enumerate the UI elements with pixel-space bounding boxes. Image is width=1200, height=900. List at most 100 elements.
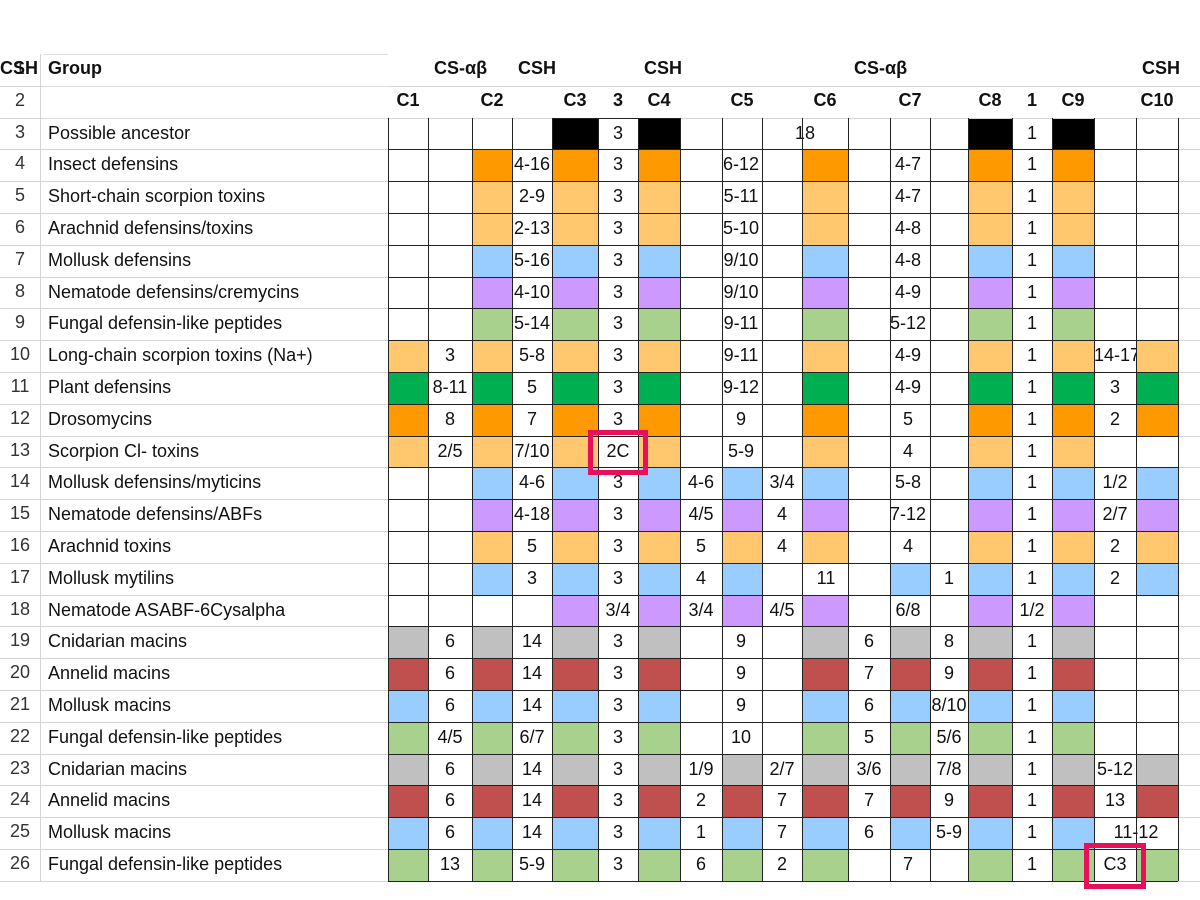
spacing-value[interactable]: 4/5 [688, 504, 714, 525]
spacing-value[interactable]: 4-6 [518, 472, 545, 493]
spacing-value[interactable]: 6 [444, 631, 455, 652]
spacing-value[interactable]: 7 [863, 663, 874, 684]
spacing-value[interactable]: 9/10 [723, 249, 759, 270]
row-number[interactable]: 15 [9, 503, 31, 524]
spacing-value[interactable]: 4 [902, 440, 913, 461]
row-number[interactable]: 11 [10, 376, 30, 396]
spacing-value[interactable]: 9-11 [723, 345, 759, 366]
spacing-value[interactable]: 3 [526, 567, 537, 588]
group-name[interactable]: Short-chain scorpion toxins [48, 186, 266, 207]
spacing-value[interactable]: 6/8 [895, 599, 921, 620]
row-number[interactable]: 25 [9, 821, 31, 842]
spacing-value[interactable]: 5 [695, 536, 706, 556]
spacing-value[interactable]: 7 [902, 854, 913, 874]
spacing-value[interactable]: 3 [612, 154, 623, 175]
spacing-value[interactable]: 4-16 [513, 154, 551, 175]
spacing-value[interactable]: 3 [612, 249, 623, 270]
group-name[interactable]: Long-chain scorpion toxins (Na+) [48, 345, 313, 366]
row-number[interactable]: 2 [14, 89, 25, 110]
spacing-value[interactable]: 9 [735, 663, 746, 684]
spacing-value[interactable]: 4 [695, 567, 706, 588]
spacing-value[interactable]: 5 [863, 726, 874, 747]
spacing-value[interactable]: 1 [1026, 408, 1037, 429]
spacing-value[interactable]: 4-9 [894, 281, 921, 302]
spacing-value[interactable]: 14 [521, 631, 543, 652]
spacing-value[interactable]: 8 [444, 408, 455, 429]
spacing-value[interactable]: 7 [776, 822, 787, 843]
row-number[interactable]: 12 [9, 407, 31, 428]
row-number[interactable]: 26 [9, 853, 31, 873]
spacing-value[interactable]: 6 [444, 822, 455, 843]
spacing-value[interactable]: 3 [612, 631, 623, 652]
spacing-value[interactable]: 18 [794, 122, 816, 143]
spacing-value[interactable]: 6-12 [722, 154, 760, 175]
spacing-value[interactable]: 1 [1026, 186, 1037, 207]
group-name[interactable]: Nematode defensins/cremycins [48, 281, 300, 302]
spacing-value[interactable]: 7-12 [889, 504, 927, 525]
spacing-value[interactable]: 5-9 [727, 440, 754, 461]
spacing-value[interactable]: 7 [776, 790, 787, 811]
spacing-value[interactable]: 14 [521, 695, 543, 715]
spacing-value[interactable]: 4-8 [894, 249, 921, 270]
spacing-value[interactable]: 4-9 [894, 377, 921, 397]
spacing-value[interactable]: 9/10 [723, 281, 759, 302]
spacing-value[interactable]: 6 [863, 822, 874, 843]
spacing-value[interactable]: 4-10 [513, 281, 551, 302]
spacing-value[interactable]: 11 [816, 567, 836, 588]
spacing-value[interactable]: 3/4 [605, 599, 631, 620]
group-name[interactable]: Fungal defensin-like peptides [48, 854, 283, 874]
spacing-value[interactable]: 9-11 [723, 313, 759, 334]
spacing-value[interactable]: C3 [1103, 854, 1127, 874]
spacing-value[interactable]: 5-9 [518, 854, 545, 874]
row-number[interactable]: 8 [14, 280, 25, 301]
spacing-value[interactable]: 3 [612, 408, 623, 429]
spacing-value[interactable]: 1 [1026, 313, 1037, 334]
spacing-value[interactable]: 1 [1026, 631, 1037, 652]
spacing-value[interactable]: 4-8 [894, 218, 921, 238]
spacing-value[interactable]: 4-9 [894, 345, 921, 366]
row-number[interactable]: 21 [9, 694, 31, 714]
spacing-value[interactable]: 6 [863, 695, 874, 715]
spacing-value[interactable]: 2 [1109, 536, 1120, 556]
spacing-value[interactable]: 4-7 [894, 154, 921, 175]
spacing-value[interactable]: 5-8 [894, 472, 921, 493]
group-name[interactable]: Cnidarian macins [48, 631, 188, 652]
spacing-value[interactable]: 5 [902, 408, 913, 429]
spacing-value[interactable]: 2 [1109, 567, 1120, 588]
spacing-value[interactable]: 7 [526, 408, 537, 429]
spacing-value[interactable]: 14 [521, 822, 543, 843]
row-number[interactable]: 17 [9, 566, 31, 587]
spacing-value[interactable]: 1 [1026, 472, 1037, 493]
spacing-value[interactable]: 8-11 [432, 377, 468, 397]
spacing-value[interactable]: 6/7 [519, 726, 545, 747]
spacing-value[interactable]: 1 [1026, 758, 1037, 779]
row-number[interactable]: 22 [9, 725, 31, 746]
group-name[interactable]: Arachnid defensins/toxins [48, 218, 254, 238]
spacing-value[interactable]: 3 [612, 695, 623, 715]
group-name[interactable]: Annelid macins [48, 790, 171, 811]
spacing-value[interactable]: 1 [1026, 122, 1037, 143]
spacing-value[interactable]: 3 [612, 186, 623, 207]
group-name[interactable]: Mollusk mytilins [48, 567, 175, 588]
row-number[interactable]: 23 [9, 757, 31, 778]
spacing-value[interactable]: 1 [1026, 440, 1037, 461]
spacing-value[interactable]: 13 [1104, 790, 1126, 811]
group-name[interactable]: Cnidarian macins [48, 758, 188, 779]
spacing-value[interactable]: 3/4 [688, 599, 714, 620]
spacing-value[interactable]: 5-16 [513, 249, 551, 270]
spacing-value[interactable]: 2-9 [518, 186, 545, 207]
spacing-value[interactable]: 1 [1026, 536, 1037, 556]
spacing-value[interactable]: 5-9 [935, 822, 962, 843]
spacing-value[interactable]: 5/6 [936, 726, 962, 747]
spacing-value[interactable]: 1 [1026, 218, 1037, 238]
spacing-value[interactable]: 1 [1026, 377, 1037, 397]
spacing-value[interactable]: 9-12 [722, 377, 760, 397]
spacing-value[interactable]: 2 [1109, 408, 1120, 429]
spacing-value[interactable]: 3/6 [856, 758, 882, 779]
spacing-value[interactable]: 3/4 [769, 472, 795, 493]
row-number[interactable]: 13 [9, 439, 31, 460]
spacing-value[interactable]: 1 [1026, 663, 1037, 684]
spacing-value[interactable]: 9 [735, 631, 746, 652]
row-number[interactable]: 14 [9, 471, 31, 492]
